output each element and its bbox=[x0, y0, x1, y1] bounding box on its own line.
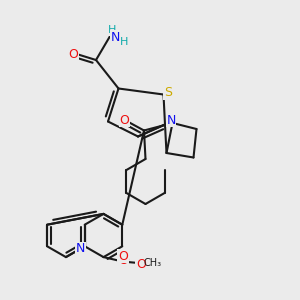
Text: N: N bbox=[76, 242, 85, 255]
Text: O: O bbox=[120, 113, 129, 127]
Text: O: O bbox=[69, 47, 78, 61]
Text: O: O bbox=[118, 254, 128, 267]
Text: CH₃: CH₃ bbox=[143, 258, 161, 268]
Text: N: N bbox=[166, 113, 176, 127]
Text: S: S bbox=[164, 86, 172, 100]
Text: O: O bbox=[119, 254, 129, 267]
Text: N: N bbox=[111, 31, 120, 44]
Text: O: O bbox=[118, 250, 128, 263]
Text: H: H bbox=[120, 37, 129, 47]
Text: H: H bbox=[108, 25, 117, 35]
Text: O: O bbox=[136, 258, 146, 271]
